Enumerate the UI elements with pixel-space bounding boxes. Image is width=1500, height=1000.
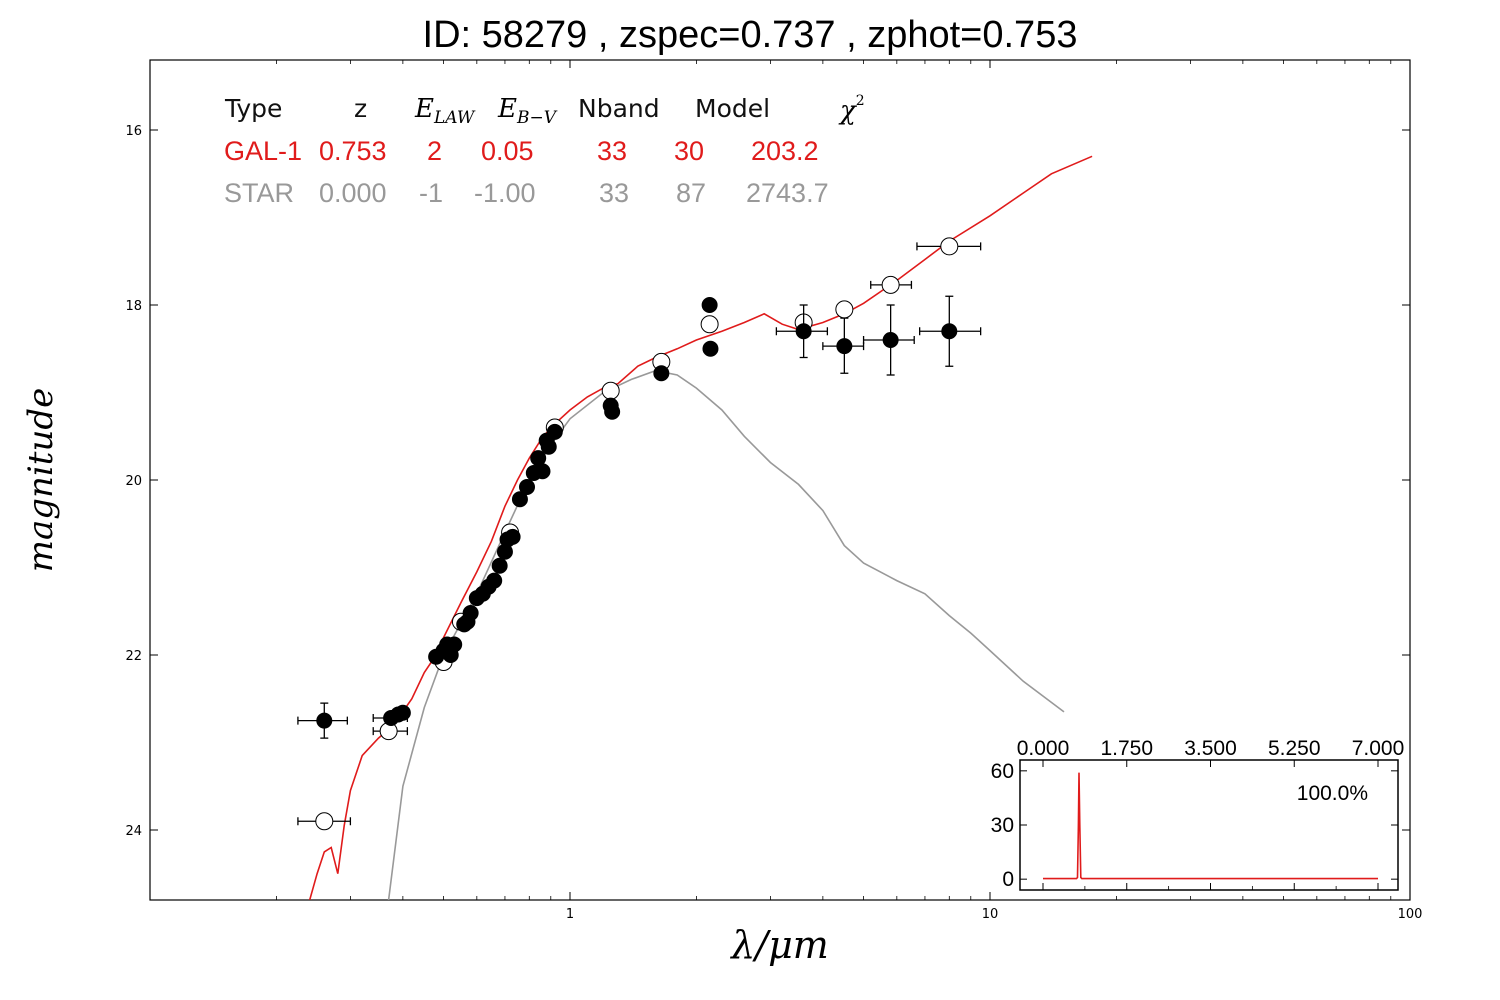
model-point — [601, 381, 620, 400]
star-type: STAR — [224, 178, 294, 208]
redshift-pdf-line — [1043, 772, 1378, 880]
galaxy-model: 30 — [674, 136, 704, 166]
galaxy-law: 2 — [427, 136, 442, 166]
observed-point — [511, 491, 528, 508]
y-tick-label: 16 — [125, 124, 142, 139]
observed-point — [604, 403, 621, 420]
observed-point — [775, 304, 829, 359]
chart-title: ID: 58279 , zspec=0.737 , zphot=0.753 — [422, 14, 1078, 56]
galaxy-type: GAL-1 — [224, 136, 302, 166]
model-point — [916, 237, 982, 256]
observed-point — [486, 572, 503, 589]
observed-point — [519, 479, 536, 495]
inset-x-tick-label: 5.250 — [1268, 737, 1321, 760]
inset-y-tick-label: 0 — [1002, 868, 1014, 891]
inset-x-tick-label: 7.000 — [1352, 737, 1405, 760]
observed-point — [653, 365, 670, 382]
col-chi2-header: χ2 — [838, 93, 865, 126]
observed-point — [446, 636, 463, 653]
col-nband-header: Nband — [578, 94, 660, 123]
y-tick-label: 22 — [125, 649, 142, 664]
model-point — [870, 275, 913, 294]
model-point — [297, 812, 352, 831]
star-nband: 33 — [599, 178, 629, 208]
galaxy-z: 0.753 — [319, 136, 387, 166]
col-model-header: Model — [695, 94, 770, 123]
inset-x-tick-label: 3.500 — [1184, 737, 1237, 760]
col-z-header: z — [354, 94, 367, 123]
y-tick-label: 18 — [125, 299, 142, 314]
inset-y-tick-label: 30 — [991, 814, 1014, 837]
star-chi2: 2743.7 — [746, 178, 829, 208]
galaxy-row: GAL-1 0.753 2 0.05 33 30 203.2 — [224, 136, 819, 166]
star-model: 87 — [676, 178, 706, 208]
inset-probability-label: 100.0% — [1297, 782, 1368, 805]
col-type-header: Type — [224, 94, 282, 123]
x-tick-label: 10 — [982, 907, 999, 922]
inset-x-tick-label: 0.000 — [1017, 737, 1070, 760]
observed-point — [504, 528, 521, 545]
observed-point — [546, 423, 563, 440]
star-ebv: -1.00 — [474, 178, 536, 208]
observed-point — [702, 340, 719, 357]
observed-point — [919, 295, 982, 367]
inset-frame — [1019, 759, 1399, 891]
galaxy-chi2: 203.2 — [751, 136, 819, 166]
observed-point — [862, 304, 915, 376]
observed-point — [540, 438, 557, 455]
fit-summary-table: Type z ELAW EB−V Nband Model χ2 GAL-1 0.… — [224, 93, 865, 208]
star-row: STAR 0.000 -1 -1.00 33 87 2743.7 — [224, 178, 829, 208]
col-elaw-header: ELAW — [414, 94, 476, 128]
model-point — [700, 315, 719, 334]
y-axis-label: magnitude — [21, 388, 61, 573]
observed-point — [297, 702, 348, 739]
star-model-line — [387, 369, 1065, 900]
observed-point — [701, 297, 718, 313]
observed-point — [534, 463, 551, 480]
y-tick-label: 20 — [125, 474, 142, 489]
col-ebv-header: EB−V — [497, 94, 558, 128]
y-tick-label: 24 — [125, 824, 142, 839]
observed-point — [822, 317, 865, 374]
observed-point — [491, 557, 508, 574]
galaxy-model-line — [308, 155, 1093, 900]
observed-point — [462, 605, 479, 621]
x-tick-label: 1 — [566, 907, 574, 922]
inset-y-tick-label: 60 — [991, 760, 1014, 783]
inset-x-tick-label: 1.750 — [1100, 737, 1153, 760]
observed-point — [394, 704, 411, 721]
galaxy-nband: 33 — [597, 136, 627, 166]
redshift-pdf-inset: 0.000 1.750 3.500 5.250 7.000 0 30 60 100.0% — [991, 737, 1405, 891]
model-point — [835, 300, 854, 319]
star-z: 0.000 — [319, 178, 387, 208]
x-axis-label: λ/μm — [729, 923, 829, 967]
x-tick-label: 100 — [1398, 907, 1423, 922]
star-law: -1 — [419, 178, 443, 208]
galaxy-ebv: 0.05 — [481, 136, 534, 166]
